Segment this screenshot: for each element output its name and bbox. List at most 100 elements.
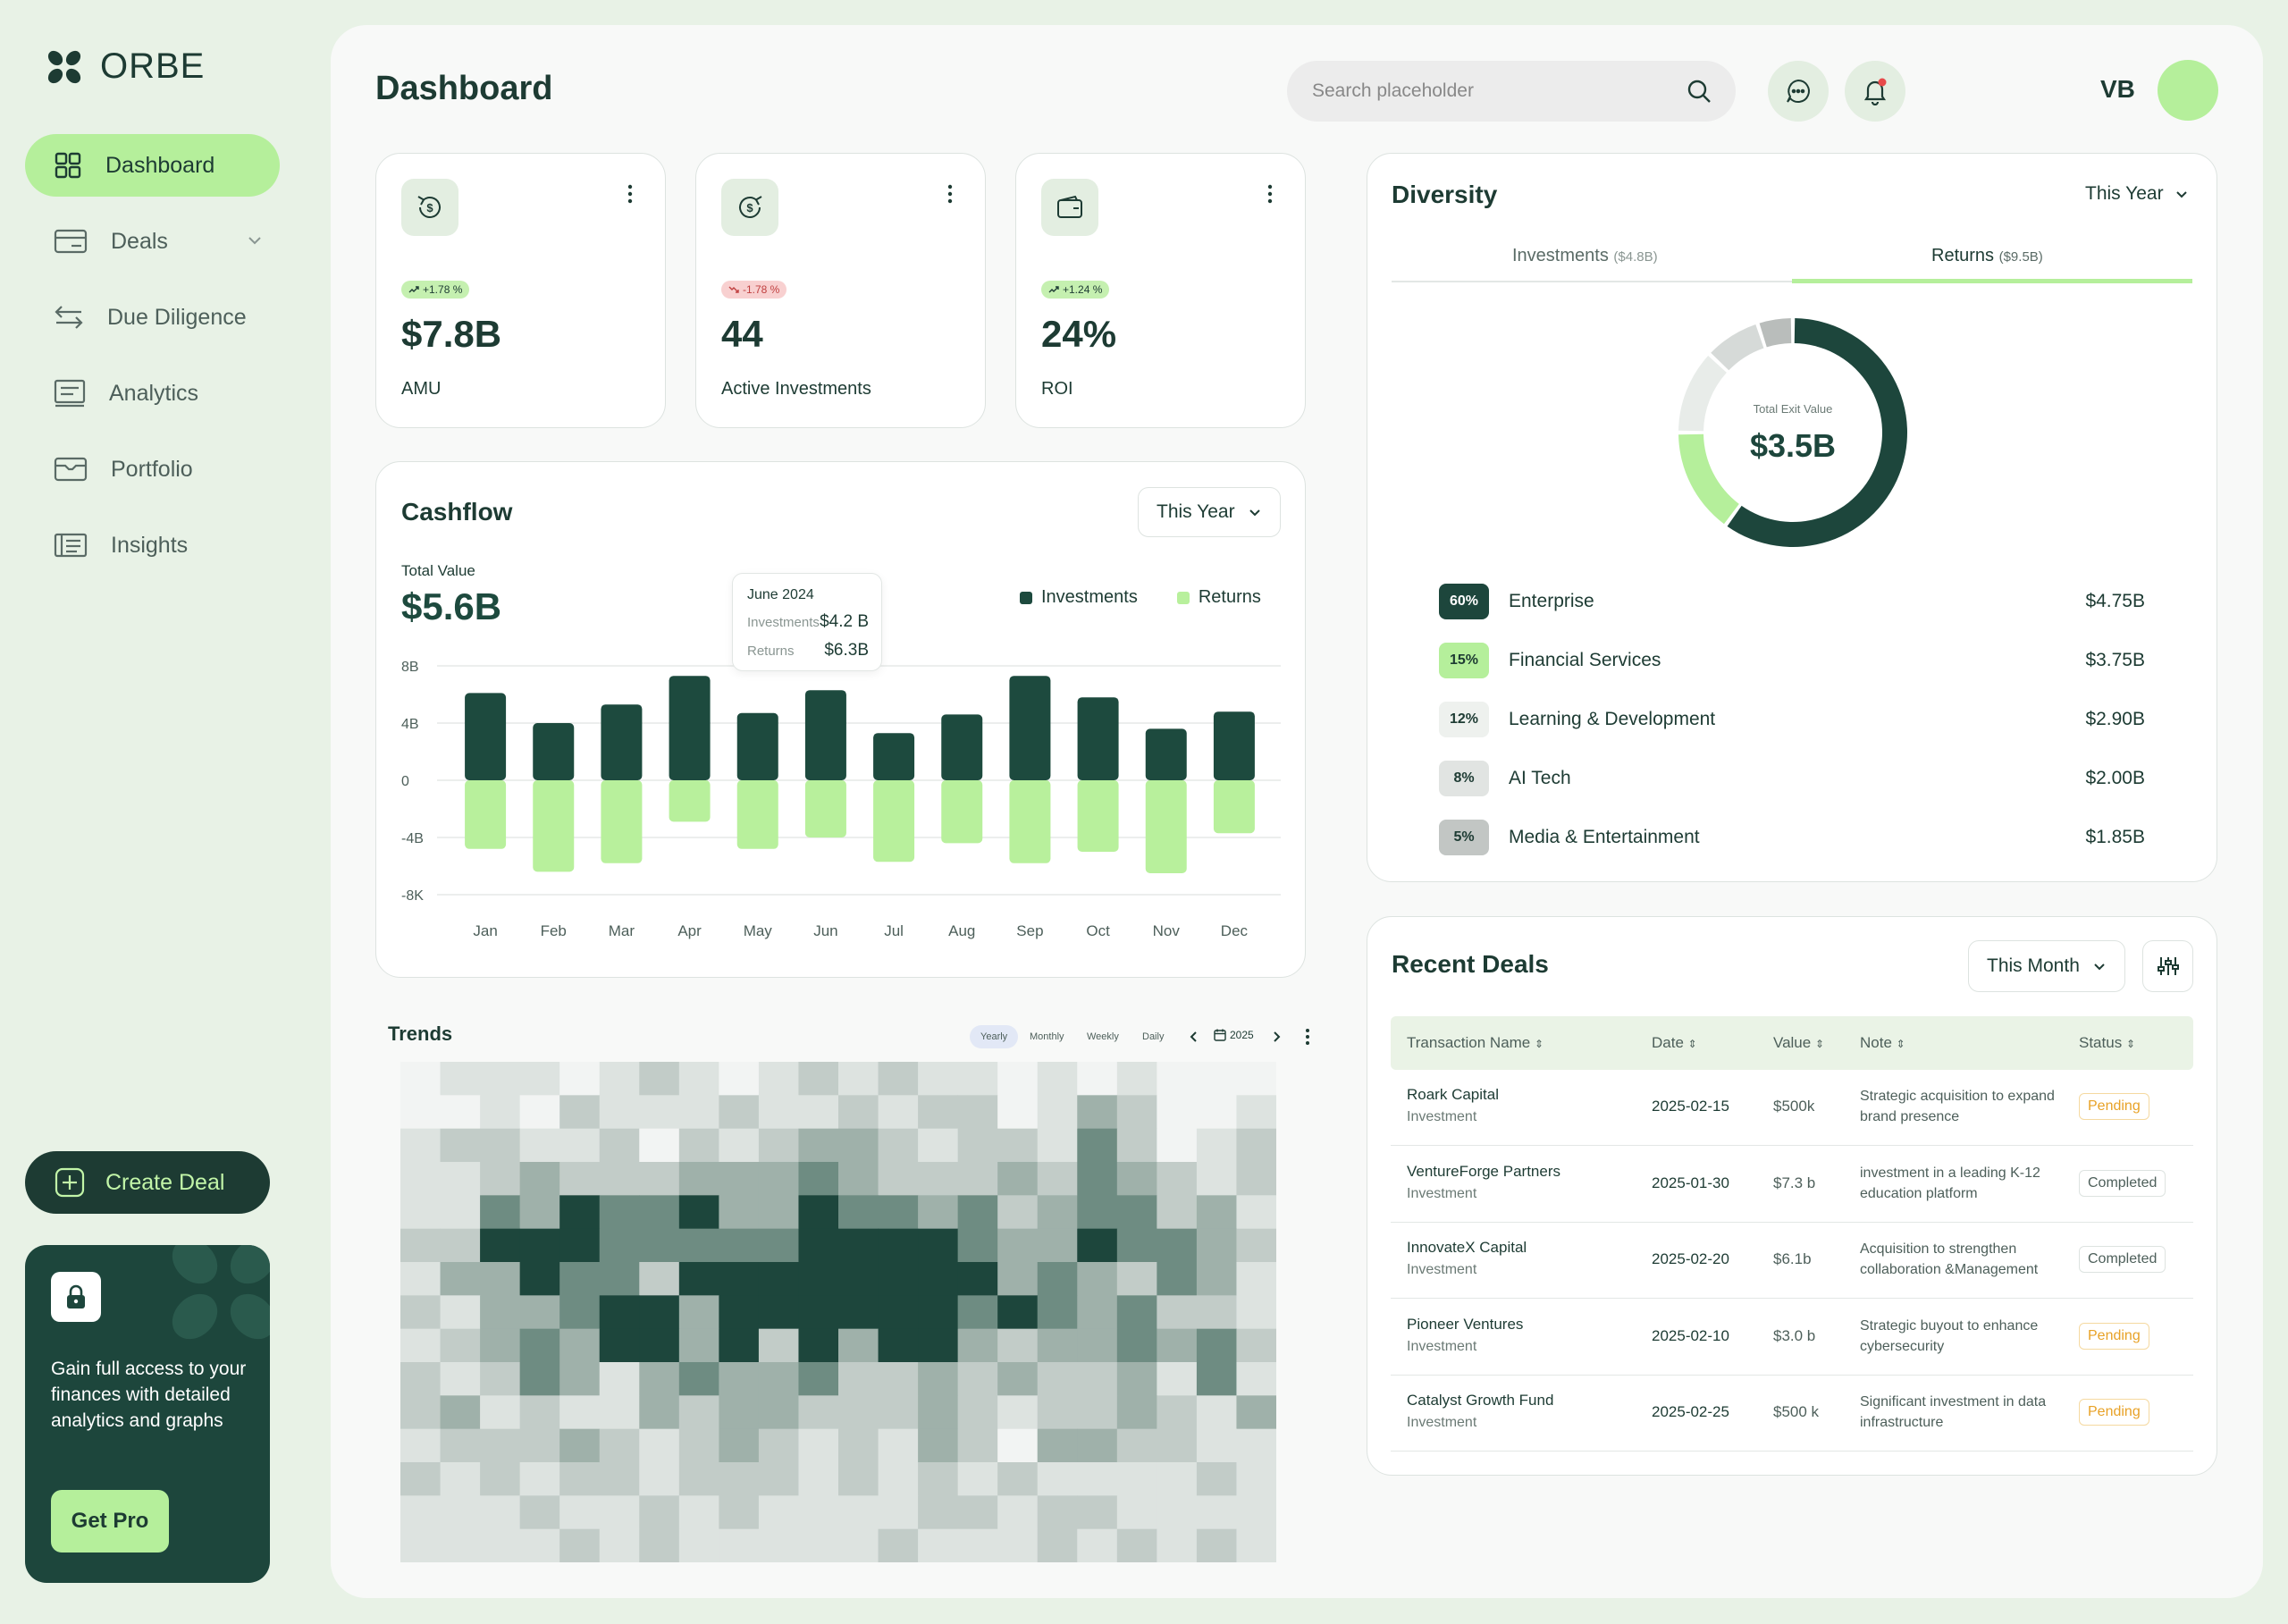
heatmap-cell[interactable] xyxy=(957,1495,998,1530)
bar-investments[interactable] xyxy=(736,712,778,780)
diversity-item[interactable]: 12% Learning & Development $2.90B xyxy=(1439,702,2145,737)
heatmap-cell[interactable] xyxy=(838,1228,879,1263)
more-options-icon[interactable] xyxy=(1305,1028,1310,1046)
heatmap-cell[interactable] xyxy=(400,1395,442,1430)
diversity-donut-chart[interactable] xyxy=(1674,314,1912,551)
heatmap-cell[interactable] xyxy=(918,1262,959,1296)
heatmap-cell[interactable] xyxy=(678,1495,719,1530)
heatmap-cell[interactable] xyxy=(1116,1328,1157,1363)
heatmap-cell[interactable] xyxy=(519,1295,560,1330)
heatmap-cell[interactable] xyxy=(559,1128,601,1163)
brand-logo[interactable]: ORBE xyxy=(46,46,205,87)
heatmap-cell[interactable] xyxy=(838,1528,879,1562)
diversity-item[interactable]: 60% Enterprise $4.75B xyxy=(1439,584,2145,619)
heatmap-cell[interactable] xyxy=(599,1095,640,1130)
heatmap-cell[interactable] xyxy=(918,1195,959,1230)
heatmap-cell[interactable] xyxy=(678,1328,719,1363)
heatmap-cell[interactable] xyxy=(758,1162,799,1196)
table-row[interactable]: Catalyst Growth Fund Investment 2025-02-25… xyxy=(1391,1376,2193,1452)
heatmap-cell[interactable] xyxy=(719,1528,760,1562)
column-header-value[interactable]: Value ⇕ xyxy=(1773,1034,1824,1052)
heatmap-cell[interactable] xyxy=(639,1095,680,1130)
heatmap-cell[interactable] xyxy=(678,1395,719,1430)
heatmap-cell[interactable] xyxy=(1157,1428,1198,1463)
heatmap-cell[interactable] xyxy=(1236,1428,1276,1463)
user-initials[interactable]: VB xyxy=(2100,75,2135,103)
heatmap-cell[interactable] xyxy=(440,1528,481,1562)
diversity-item[interactable]: 5% Media & Entertainment $1.85B xyxy=(1439,820,2145,855)
sidebar-item-due-diligence[interactable]: Due Diligence xyxy=(25,286,280,349)
heatmap-cell[interactable] xyxy=(1116,1362,1157,1396)
heatmap-cell[interactable] xyxy=(719,1162,760,1196)
heatmap-cell[interactable] xyxy=(1196,1462,1237,1496)
deal-name[interactable]: VentureForge Partners xyxy=(1407,1162,1560,1180)
heatmap-cell[interactable] xyxy=(878,1062,919,1096)
heatmap-cell[interactable] xyxy=(1116,1062,1157,1096)
heatmap-cell[interactable] xyxy=(1037,1395,1078,1430)
heatmap-cell[interactable] xyxy=(878,1362,919,1396)
heatmap-cell[interactable] xyxy=(997,1228,1039,1263)
heatmap-cell[interactable] xyxy=(838,1262,879,1296)
heatmap-cell[interactable] xyxy=(639,1362,680,1396)
heatmap-cell[interactable] xyxy=(1157,1328,1198,1363)
heatmap-cell[interactable] xyxy=(997,1295,1039,1330)
heatmap-cell[interactable] xyxy=(480,1128,521,1163)
heatmap-cell[interactable] xyxy=(719,1395,760,1430)
heatmap-cell[interactable] xyxy=(400,1195,442,1230)
column-header-status[interactable]: Status ⇕ xyxy=(2079,1034,2135,1052)
heatmap-cell[interactable] xyxy=(559,1462,601,1496)
heatmap-cell[interactable] xyxy=(918,1528,959,1562)
heatmap-cell[interactable] xyxy=(878,1495,919,1530)
heatmap-cell[interactable] xyxy=(1077,1362,1118,1396)
heatmap-cell[interactable] xyxy=(639,1495,680,1530)
heatmap-cell[interactable] xyxy=(559,1162,601,1196)
heatmap-cell[interactable] xyxy=(719,1295,760,1330)
heatmap-cell[interactable] xyxy=(878,1262,919,1296)
notifications-button[interactable] xyxy=(1845,61,1905,122)
sidebar-item-dashboard[interactable]: Dashboard xyxy=(25,134,280,197)
heatmap-cell[interactable] xyxy=(1077,1395,1118,1430)
heatmap-cell[interactable] xyxy=(1116,1395,1157,1430)
heatmap-cell[interactable] xyxy=(719,1328,760,1363)
heatmap-cell[interactable] xyxy=(480,1262,521,1296)
heatmap-cell[interactable] xyxy=(1157,1195,1198,1230)
table-row[interactable]: InnovateX Capital Investment 2025-02-20 $6.… xyxy=(1391,1223,2193,1299)
heatmap-cell[interactable] xyxy=(1077,1195,1118,1230)
bar-investments[interactable] xyxy=(1009,676,1051,780)
chevron-left-icon[interactable] xyxy=(1189,1031,1199,1043)
heatmap-cell[interactable] xyxy=(1037,1462,1078,1496)
avatar[interactable] xyxy=(2158,60,2218,121)
heatmap-cell[interactable] xyxy=(599,1262,640,1296)
bar-investments[interactable] xyxy=(669,676,711,780)
heatmap-cell[interactable] xyxy=(1116,1495,1157,1530)
heatmap-cell[interactable] xyxy=(1236,1462,1276,1496)
heatmap-cell[interactable] xyxy=(1196,1195,1237,1230)
heatmap-cell[interactable] xyxy=(719,1462,760,1496)
heatmap-cell[interactable] xyxy=(838,1128,879,1163)
heatmap-cell[interactable] xyxy=(1077,1295,1118,1330)
heatmap-cell[interactable] xyxy=(480,1362,521,1396)
sidebar-item-portfolio[interactable]: Portfolio xyxy=(25,438,280,501)
heatmap-cell[interactable] xyxy=(1236,1528,1276,1562)
heatmap-cell[interactable] xyxy=(1236,1495,1276,1530)
diversity-item[interactable]: 8% AI Tech $2.00B xyxy=(1439,761,2145,796)
heatmap-cell[interactable] xyxy=(1236,1195,1276,1230)
filter-button[interactable] xyxy=(2142,940,2193,992)
heatmap-cell[interactable] xyxy=(1196,1395,1237,1430)
heatmap-cell[interactable] xyxy=(798,1162,839,1196)
heatmap-cell[interactable] xyxy=(1037,1428,1078,1463)
heatmap-cell[interactable] xyxy=(1236,1228,1276,1263)
heatmap-cell[interactable] xyxy=(559,1262,601,1296)
heatmap-cell[interactable] xyxy=(1037,1495,1078,1530)
heatmap-cell[interactable] xyxy=(957,1362,998,1396)
heatmap-cell[interactable] xyxy=(957,1162,998,1196)
heatmap-cell[interactable] xyxy=(719,1362,760,1396)
heatmap-cell[interactable] xyxy=(480,1162,521,1196)
heatmap-cell[interactable] xyxy=(918,1095,959,1130)
heatmap-cell[interactable] xyxy=(480,1228,521,1263)
heatmap-cell[interactable] xyxy=(1037,1262,1078,1296)
heatmap-cell[interactable] xyxy=(957,1228,998,1263)
deals-period-select[interactable]: This Month xyxy=(1968,940,2125,992)
heatmap-cell[interactable] xyxy=(838,1095,879,1130)
heatmap-cell[interactable] xyxy=(957,1262,998,1296)
